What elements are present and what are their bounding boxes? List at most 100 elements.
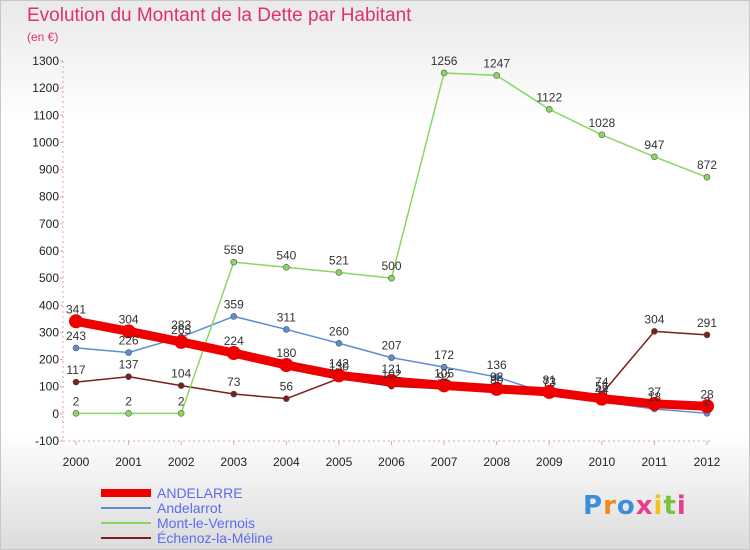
x-tick-label: 2008: [483, 455, 510, 469]
data-point-1: [335, 339, 343, 347]
x-tick-label: 2006: [378, 455, 405, 469]
data-label-0: 28: [700, 387, 714, 401]
data-label-2: 947: [644, 138, 664, 152]
y-tick-label: 600: [39, 244, 59, 258]
data-point-2: [388, 274, 395, 282]
x-tick-label: 2010: [588, 455, 615, 469]
data-point-1: [493, 373, 500, 381]
data-label-1: 2: [704, 394, 711, 408]
data-point-0: [226, 346, 241, 361]
x-tick-label: 2000: [63, 455, 90, 469]
data-label-1: 207: [381, 339, 401, 353]
x-tick-label: 2012: [694, 455, 721, 469]
data-point-2: [177, 410, 185, 417]
x-tick-label: 2003: [220, 455, 247, 469]
data-point-2: [440, 69, 448, 77]
data-point-0: [331, 368, 346, 383]
y-tick-label: 200: [39, 353, 59, 367]
data-point-0: [69, 314, 83, 329]
data-label-3: 104: [171, 367, 191, 381]
data-label-2: 872: [697, 158, 717, 172]
data-label-2: 1122: [536, 90, 562, 104]
data-label-0: 265: [171, 323, 191, 337]
y-tick-label: 0: [52, 407, 59, 421]
data-label-0: 37: [648, 385, 662, 399]
data-label-1: 18: [648, 390, 662, 404]
y-tick-label: 100: [39, 380, 59, 394]
data-label-3: 56: [280, 380, 294, 394]
data-label-0: 105: [434, 366, 454, 380]
data-label-1: 359: [224, 297, 244, 311]
x-tick-label: 2009: [536, 455, 563, 469]
data-label-1: 73: [543, 375, 557, 389]
x-tick-label: 2002: [168, 455, 195, 469]
y-tick-label: 1100: [33, 108, 59, 122]
data-label-0: 224: [224, 334, 244, 348]
legend-entry: Mont-le-Vernois: [157, 515, 255, 531]
y-tick-label: 1000: [32, 135, 59, 149]
y-tick-label: 700: [39, 217, 59, 231]
data-label-2: 2: [178, 394, 185, 408]
x-tick-label: 2011: [642, 455, 668, 469]
data-label-3: 130: [329, 360, 349, 374]
y-tick-label: 300: [39, 325, 59, 339]
data-label-2: 1247: [483, 56, 510, 70]
data-point-3: [125, 373, 132, 380]
logo-letter: P: [583, 491, 604, 521]
y-tick-label: 1200: [32, 81, 59, 95]
data-label-1: 283: [171, 318, 191, 332]
data-point-3: [651, 328, 658, 335]
y-tick-label: -100: [35, 434, 59, 448]
y-tick-label: 1300: [32, 54, 59, 68]
data-point-3: [703, 331, 711, 339]
data-point-3: [72, 378, 80, 386]
data-point-2: [598, 131, 606, 139]
data-point-3: [230, 390, 238, 398]
data-label-3: 73: [543, 375, 557, 389]
x-tick-label: 2007: [431, 455, 458, 469]
data-point-3: [283, 395, 290, 402]
data-label-2: 500: [381, 259, 401, 273]
data-point-2: [230, 258, 238, 266]
data-label-2: 2: [73, 394, 80, 408]
proxiti-logo: Proxiti: [583, 491, 687, 521]
y-axis-unit: (en €): [27, 30, 59, 44]
logo-letter: x: [635, 491, 654, 521]
data-point-0: [384, 374, 399, 389]
data-point-0: [700, 399, 714, 414]
data-point-1: [125, 349, 132, 356]
logo-letter: i: [676, 491, 687, 521]
data-label-0: 56: [595, 380, 609, 394]
data-label-0: 92: [490, 370, 504, 384]
data-label-1: 260: [329, 324, 349, 338]
x-tick-label: 2001: [115, 455, 142, 469]
data-point-0: [594, 391, 609, 406]
logo-letter: i: [653, 491, 664, 521]
data-label-3: 137: [119, 358, 139, 372]
data-point-0: [174, 334, 189, 349]
data-label-3: 74: [595, 375, 609, 389]
data-label-1: 44: [595, 383, 609, 397]
data-label-2: 1028: [588, 116, 615, 130]
data-label-1: 226: [119, 334, 139, 348]
logo-letter: t: [663, 491, 677, 521]
data-point-2: [545, 106, 553, 113]
y-tick-label: 500: [39, 271, 59, 285]
data-point-2: [651, 153, 658, 161]
x-tick-label: 2004: [273, 455, 300, 469]
data-label-3: 117: [66, 363, 85, 377]
data-label-1: 243: [66, 329, 86, 343]
data-label-1: 136: [487, 358, 507, 372]
data-label-0: 304: [119, 312, 139, 326]
data-label-2: 1256: [431, 54, 458, 68]
data-label-3: 80: [490, 373, 504, 387]
data-point-1: [440, 363, 448, 371]
data-label-3: 92: [437, 370, 451, 384]
data-label-0: 81: [543, 373, 557, 387]
data-point-1: [388, 354, 395, 361]
data-point-2: [72, 410, 80, 417]
data-point-0: [489, 381, 504, 396]
data-point-0: [647, 396, 662, 411]
data-point-1: [72, 344, 80, 352]
